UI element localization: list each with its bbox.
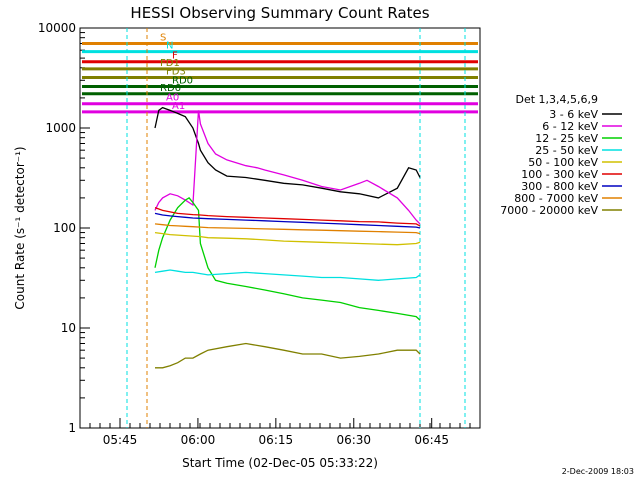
legend-label: 50 - 100 keV <box>528 156 598 169</box>
series-lines <box>154 106 421 369</box>
series-line-0 <box>154 106 421 199</box>
series-line-2 <box>154 197 421 321</box>
series-line-7 <box>154 223 421 235</box>
legend-label: 6 - 12 keV <box>542 120 598 133</box>
legend-label: 7000 - 20000 keV <box>500 204 598 217</box>
flag-label: A0 <box>166 93 179 104</box>
y-tick-label: 1000 <box>45 121 76 135</box>
series-line-3 <box>154 269 421 281</box>
x-tick-label: 05:45 <box>103 433 138 447</box>
x-tick-label: 06:30 <box>336 433 371 447</box>
series-line-1 <box>154 110 421 225</box>
x-tick-label: 06:45 <box>414 433 449 447</box>
flag-label: S <box>160 32 166 43</box>
legend-label: 25 - 50 keV <box>535 144 598 157</box>
y-tick-label: 10000 <box>38 21 76 35</box>
flag-label: RD6 <box>160 83 181 94</box>
flag-label: FD1 <box>160 58 180 69</box>
x-axis-label: Start Time (02-Dec-05 05:33:22) <box>182 456 378 470</box>
y-axis: 1 10 100 1000 10000 <box>38 21 90 435</box>
x-axis: 05:45 06:00 06:15 06:30 06:45 <box>89 418 471 447</box>
x-tick-label: 06:00 <box>181 433 216 447</box>
flag-label: F <box>172 51 178 62</box>
legend-label: 800 - 7000 keV <box>514 192 598 205</box>
series-line-6 <box>154 212 421 229</box>
y-tick-label: 1 <box>68 421 76 435</box>
y-tick-label: 100 <box>53 221 76 235</box>
flag-label: A1 <box>172 101 185 112</box>
footer-stamp: 2-Dec-2009 18:03 <box>562 467 634 476</box>
y-tick-label: 10 <box>61 321 76 335</box>
series-line-5 <box>154 206 421 227</box>
series-line-8 <box>155 342 421 369</box>
y-axis-label: Count Rate (s⁻¹ detector⁻¹) <box>13 146 27 309</box>
flag-label: N <box>166 41 173 52</box>
legend-title: Det 1,3,4,5,6,9 <box>515 93 598 106</box>
flag-label: RD0 <box>172 76 193 87</box>
chart-title: HESSI Observing Summary Count Rates <box>130 4 429 22</box>
legend-label: 300 - 800 keV <box>521 180 598 193</box>
series-line-4 <box>154 231 421 246</box>
legend-label: 100 - 300 keV <box>521 168 598 181</box>
legend-label: 3 - 6 keV <box>549 108 598 121</box>
flag-label: FD3 <box>166 66 186 77</box>
legend-label: 12 - 25 keV <box>535 132 598 145</box>
x-tick-label: 06:15 <box>259 433 294 447</box>
